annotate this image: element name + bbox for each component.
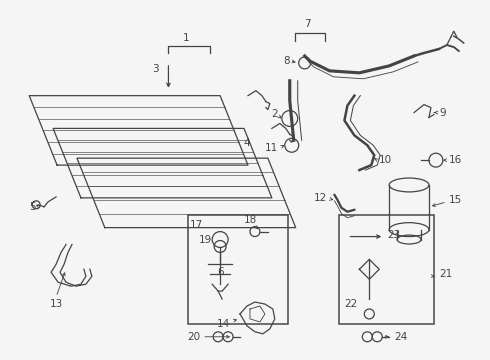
Text: 6: 6 (217, 267, 223, 277)
Text: 20: 20 (187, 332, 200, 342)
Text: 17: 17 (190, 220, 203, 230)
Text: 5: 5 (29, 202, 36, 212)
Text: 22: 22 (344, 299, 358, 309)
Text: 3: 3 (152, 64, 158, 74)
Text: 23: 23 (387, 230, 400, 239)
Text: 13: 13 (49, 299, 63, 309)
Text: 9: 9 (439, 108, 445, 117)
Text: 4: 4 (243, 138, 249, 148)
Bar (188, 215, 288, 324)
Text: 24: 24 (394, 332, 407, 342)
Text: 21: 21 (439, 269, 452, 279)
Text: 14: 14 (217, 319, 230, 329)
Text: 16: 16 (449, 155, 462, 165)
Text: 2: 2 (271, 108, 278, 118)
Text: 19: 19 (199, 234, 212, 244)
Text: 12: 12 (314, 193, 327, 203)
Text: 10: 10 (379, 155, 392, 165)
Text: 11: 11 (265, 143, 278, 153)
Text: 15: 15 (449, 195, 462, 205)
Text: 18: 18 (244, 215, 257, 225)
Text: 1: 1 (183, 33, 190, 43)
Text: 7: 7 (304, 19, 311, 29)
Bar (340, 215, 434, 324)
Text: 8: 8 (283, 56, 290, 66)
